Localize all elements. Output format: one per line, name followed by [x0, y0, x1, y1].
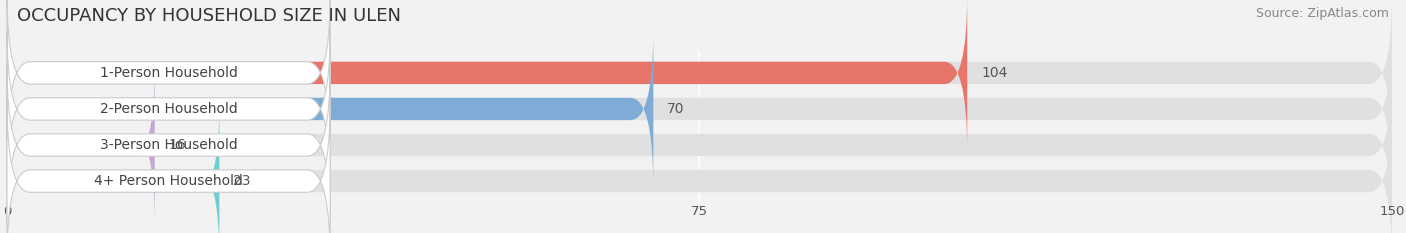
- FancyBboxPatch shape: [7, 102, 330, 233]
- Text: 4+ Person Household: 4+ Person Household: [94, 174, 243, 188]
- Text: 70: 70: [668, 102, 685, 116]
- Text: 16: 16: [169, 138, 187, 152]
- FancyBboxPatch shape: [7, 0, 1392, 152]
- FancyBboxPatch shape: [7, 0, 967, 152]
- Text: 1-Person Household: 1-Person Household: [100, 66, 238, 80]
- FancyBboxPatch shape: [7, 66, 155, 224]
- FancyBboxPatch shape: [7, 102, 219, 233]
- FancyBboxPatch shape: [7, 30, 654, 188]
- FancyBboxPatch shape: [7, 102, 1392, 233]
- Text: Source: ZipAtlas.com: Source: ZipAtlas.com: [1256, 7, 1389, 20]
- Text: 3-Person Household: 3-Person Household: [100, 138, 238, 152]
- FancyBboxPatch shape: [7, 66, 330, 224]
- Text: 104: 104: [981, 66, 1008, 80]
- Text: OCCUPANCY BY HOUSEHOLD SIZE IN ULEN: OCCUPANCY BY HOUSEHOLD SIZE IN ULEN: [17, 7, 401, 25]
- FancyBboxPatch shape: [7, 30, 1392, 188]
- Text: 23: 23: [233, 174, 250, 188]
- FancyBboxPatch shape: [7, 30, 330, 188]
- Text: 2-Person Household: 2-Person Household: [100, 102, 238, 116]
- FancyBboxPatch shape: [7, 66, 1392, 224]
- FancyBboxPatch shape: [7, 0, 330, 152]
